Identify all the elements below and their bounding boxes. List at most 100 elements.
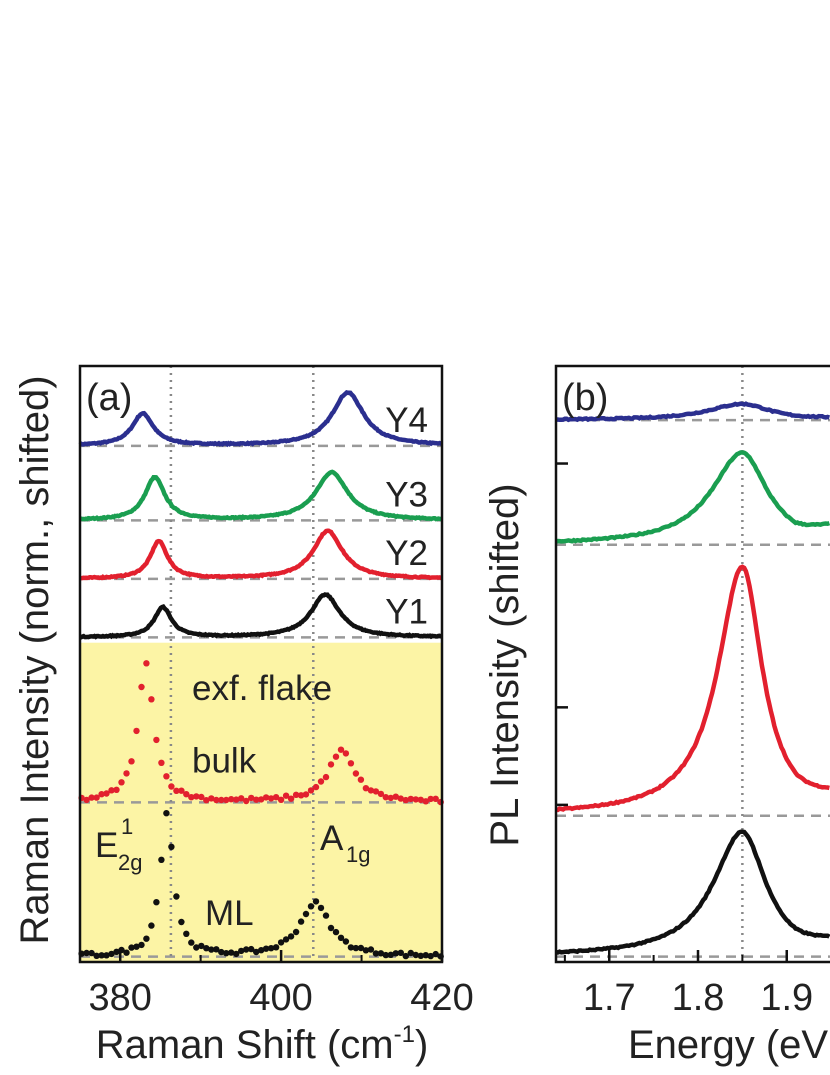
panel-a-xlabel-close: ) [415, 1023, 428, 1067]
point-bulk-43 [292, 791, 300, 798]
point-ml-32 [238, 947, 245, 955]
panel-b: 1.7 1.8 1.9 (b) Energy (eV PL Intensity (s… [483, 364, 830, 1067]
point-ml-52 [337, 934, 345, 941]
panel-b-xlabel: Energy (eV [628, 1023, 828, 1067]
annotation-a1g-main: A [320, 819, 344, 858]
point-ml-24 [198, 942, 205, 950]
point-bulk-47 [312, 783, 320, 791]
panel-b-baselines [556, 418, 830, 958]
pl-series-3 [555, 829, 830, 955]
point-bulk-48 [317, 778, 325, 785]
panel-a-xlabel: Raman Shift (cm-1) [96, 1021, 429, 1067]
panel-a-series-labels: Y4 Y3 Y2 Y1 bulk ML [192, 401, 428, 933]
point-bulk-17 [163, 773, 170, 780]
point-ml-66 [407, 949, 414, 957]
point-ml-14 [148, 922, 155, 929]
point-ml-7 [113, 948, 120, 955]
point-bulk-49 [322, 773, 330, 781]
xtick-label-b-0: 1.7 [583, 977, 636, 1019]
point-ml-18 [168, 843, 175, 850]
point-ml-68 [417, 952, 424, 959]
point-ml-41 [282, 936, 290, 943]
point-ml-69 [422, 952, 429, 959]
point-ml-65 [402, 952, 409, 960]
point-bulk-6 [108, 787, 115, 794]
pl-series-0 [555, 401, 830, 423]
point-bulk-13 [143, 660, 150, 667]
point-bulk-25 [203, 797, 210, 804]
point-bulk-4 [98, 791, 105, 798]
point-bulk-8 [118, 779, 125, 786]
point-ml-56 [357, 944, 365, 952]
point-bulk-69 [422, 798, 429, 805]
point-bulk-60 [377, 790, 385, 798]
point-ml-60 [377, 950, 385, 957]
point-bulk-42 [287, 795, 295, 802]
annotation-e2g-sub: 2g [118, 850, 142, 875]
point-ml-55 [352, 944, 360, 952]
label-y2: Y2 [385, 534, 428, 573]
point-bulk-34 [248, 794, 255, 802]
point-bulk-45 [302, 791, 310, 798]
xtick-label-a-2: 420 [410, 977, 473, 1019]
point-ml-20 [178, 918, 185, 926]
point-bulk-39 [272, 794, 280, 801]
point-bulk-33 [243, 797, 250, 805]
annotation-e2g-sup: 1 [121, 814, 133, 839]
point-bulk-22 [188, 794, 195, 801]
annotation-a1g-sub: 1g [346, 842, 370, 867]
panel-a-frame [78, 364, 444, 964]
point-bulk-3 [93, 794, 100, 801]
point-ml-46 [307, 903, 315, 910]
pl-series-2 [555, 564, 830, 813]
point-ml-12 [138, 941, 145, 949]
point-bulk-44 [297, 792, 305, 799]
label-y1: Y1 [385, 592, 428, 631]
point-ml-19 [173, 893, 180, 900]
point-ml-2 [88, 949, 95, 957]
point-ml-34 [248, 945, 255, 953]
point-ml-45 [302, 910, 310, 918]
panel-b-frame [554, 364, 830, 964]
series-y3 [79, 469, 442, 522]
point-ml-29 [223, 950, 230, 957]
point-bulk-50 [327, 761, 335, 768]
point-ml-63 [392, 950, 399, 957]
panel-b-ticks: 1.7 1.8 1.9 [556, 462, 813, 1019]
label-y4: Y4 [385, 401, 428, 440]
point-bulk-71 [432, 795, 439, 802]
point-ml-30 [228, 949, 235, 956]
annotation-a1g: A 1g [320, 819, 370, 867]
point-bulk-53 [342, 750, 350, 757]
point-ml-42 [287, 933, 295, 940]
point-bulk-62 [387, 794, 394, 802]
point-ml-26 [208, 946, 215, 953]
point-ml-11 [133, 943, 140, 950]
point-bulk-57 [362, 785, 370, 792]
point-bulk-37 [262, 794, 270, 801]
series-y2 [79, 528, 443, 581]
point-bulk-54 [347, 760, 355, 767]
point-bulk-31 [233, 796, 240, 803]
point-ml-1 [83, 949, 90, 957]
point-ml-59 [372, 950, 380, 957]
point-bulk-68 [417, 796, 424, 803]
point-ml-6 [108, 950, 115, 958]
point-ml-21 [183, 930, 190, 937]
point-bulk-23 [193, 793, 200, 800]
series-y4 [78, 390, 443, 448]
series-bulk [78, 660, 444, 806]
xtick-label-b-1: 1.8 [672, 977, 725, 1019]
point-ml-39 [272, 944, 280, 951]
point-ml-51 [332, 928, 340, 936]
point-ml-25 [203, 945, 210, 952]
point-ml-57 [362, 947, 370, 954]
point-ml-67 [412, 951, 419, 959]
panel-a-xlabel-main: Raman Shift (cm [96, 1023, 394, 1067]
series-ml [78, 810, 444, 960]
point-bulk-18 [168, 783, 175, 790]
point-ml-23 [193, 944, 200, 951]
point-bulk-65 [402, 796, 409, 804]
point-ml-49 [322, 912, 330, 919]
point-ml-44 [297, 918, 305, 925]
